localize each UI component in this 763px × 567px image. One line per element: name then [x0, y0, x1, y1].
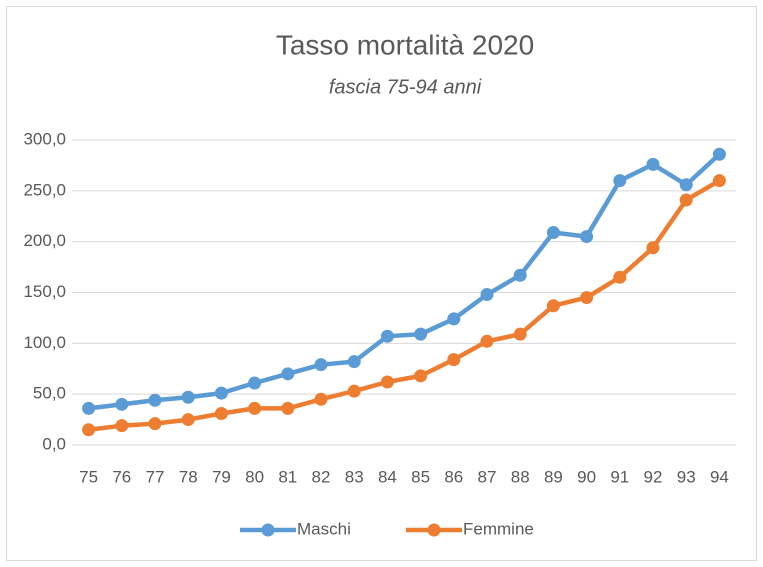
data-point [513, 327, 527, 341]
chart-title: Tasso mortalità 2020 [276, 29, 534, 60]
data-point [447, 353, 461, 367]
x-tick-label: 94 [710, 467, 729, 486]
data-point [712, 147, 726, 161]
data-point [679, 178, 693, 192]
data-point [214, 386, 228, 400]
x-tick-label: 92 [644, 467, 663, 486]
data-point [447, 312, 461, 326]
data-point [214, 406, 228, 420]
data-point [115, 397, 129, 411]
data-point [613, 174, 627, 188]
data-point [148, 417, 162, 431]
data-point [646, 241, 660, 255]
data-point [248, 401, 262, 415]
x-tick-label: 88 [511, 467, 530, 486]
data-point [248, 376, 262, 390]
legend-marker [427, 523, 441, 537]
chart-border [6, 6, 757, 561]
data-point [181, 390, 195, 404]
data-point [281, 367, 295, 381]
x-tick-label: 91 [610, 467, 629, 486]
data-point [82, 401, 96, 415]
x-tick-label: 87 [478, 467, 497, 486]
x-tick-label: 83 [345, 467, 364, 486]
x-tick-label: 78 [179, 467, 198, 486]
y-tick-label: 200,0 [23, 231, 66, 250]
data-point [414, 369, 428, 383]
y-tick-label: 100,0 [23, 333, 66, 352]
data-point [679, 193, 693, 207]
data-point [347, 384, 361, 398]
data-point [546, 226, 560, 240]
x-tick-label: 85 [411, 467, 430, 486]
data-point [281, 401, 295, 415]
y-tick-label: 50,0 [33, 384, 66, 403]
data-point [380, 329, 394, 343]
x-tick-label: 84 [378, 467, 397, 486]
x-tick-label: 90 [577, 467, 596, 486]
data-point [82, 423, 96, 437]
data-point [347, 355, 361, 369]
y-tick-label: 0,0 [42, 434, 66, 453]
data-point [712, 174, 726, 188]
y-tick-label: 300,0 [23, 129, 66, 148]
x-tick-label: 75 [79, 467, 98, 486]
data-point [646, 157, 660, 171]
data-point [181, 413, 195, 427]
data-point [414, 327, 428, 341]
legend-label: Maschi [297, 519, 351, 538]
legend-marker [261, 523, 275, 537]
x-tick-label: 81 [278, 467, 297, 486]
x-tick-label: 76 [112, 467, 131, 486]
x-tick-label: 77 [146, 467, 165, 486]
data-point [480, 288, 494, 302]
data-point [314, 358, 328, 372]
data-point [613, 270, 627, 284]
legend-label: Femmine [463, 519, 534, 538]
x-tick-label: 86 [444, 467, 463, 486]
chart-subtitle: fascia 75-94 anni [329, 76, 482, 98]
x-tick-label: 80 [245, 467, 264, 486]
x-tick-label: 93 [677, 467, 696, 486]
data-point [580, 230, 594, 244]
y-tick-label: 150,0 [23, 282, 66, 301]
data-point [314, 392, 328, 406]
data-point [546, 299, 560, 313]
data-point [380, 375, 394, 389]
data-point [148, 393, 162, 407]
x-tick-label: 79 [212, 467, 231, 486]
data-point [580, 291, 594, 305]
x-tick-label: 82 [312, 467, 331, 486]
data-point [480, 334, 494, 348]
data-point [513, 268, 527, 282]
y-tick-label: 250,0 [23, 180, 66, 199]
x-tick-label: 89 [544, 467, 563, 486]
data-point [115, 419, 129, 433]
